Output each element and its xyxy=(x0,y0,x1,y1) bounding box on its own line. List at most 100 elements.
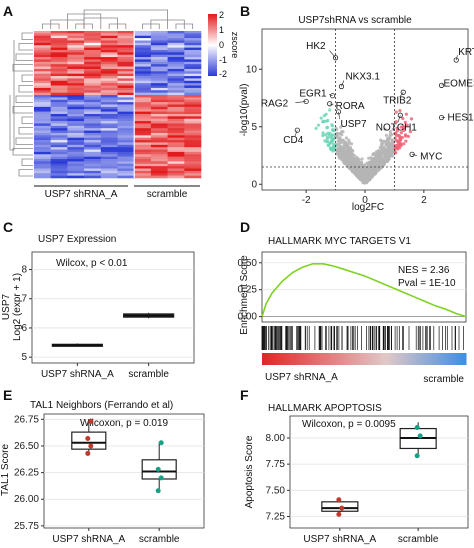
heatmap-cell xyxy=(167,175,185,179)
volcano-point xyxy=(341,138,345,142)
heatmap-cell xyxy=(67,170,85,174)
heatmap-cell xyxy=(184,83,202,86)
heatmap-cell xyxy=(84,128,102,131)
rank-color-bar xyxy=(360,353,365,365)
heatmap-cell xyxy=(84,106,102,110)
heatmap-cell xyxy=(117,33,135,37)
volcano-point xyxy=(404,139,408,143)
rank-color-bar xyxy=(432,353,436,365)
volcano-point xyxy=(334,135,338,139)
heatmap-cell xyxy=(84,113,102,117)
heatmap-cell xyxy=(184,121,202,124)
volcano-point xyxy=(363,178,367,182)
heatmap-cell xyxy=(117,97,135,101)
heatmap-cell xyxy=(67,116,85,120)
heatmap-cell xyxy=(150,47,168,51)
heatmap-cell xyxy=(184,76,202,79)
heatmap-cell xyxy=(134,33,152,37)
heatmap-cell xyxy=(67,156,85,160)
heatmap-cell xyxy=(34,76,51,79)
volcano-point xyxy=(353,159,357,163)
y-tick-label: 7.50 xyxy=(266,485,286,496)
sample-point xyxy=(155,488,161,494)
heatmap-cell xyxy=(150,113,168,117)
volcano-point xyxy=(388,130,393,134)
heatmap-cell xyxy=(150,52,168,56)
gene-label-leader xyxy=(412,154,417,156)
heatmap-cell xyxy=(67,147,85,150)
heatmap-cell xyxy=(84,73,102,77)
rank-color-bar xyxy=(279,353,283,365)
gene-label: TRIB2 xyxy=(383,95,412,106)
heatmap-cell xyxy=(134,57,152,60)
heatmap-cell xyxy=(34,116,51,120)
rank-color-bar xyxy=(408,353,413,365)
heatmap-cell xyxy=(84,135,102,138)
heatmap-cell xyxy=(167,128,185,131)
rank-color-bar xyxy=(377,353,382,365)
heatmap-cell xyxy=(84,76,102,79)
gene-highlight xyxy=(294,127,300,133)
heatmap-cell xyxy=(67,95,85,98)
heatmap-cell xyxy=(67,52,85,56)
volcano-point xyxy=(375,160,379,164)
dendrogram-branch xyxy=(18,127,33,135)
heatmap-cell xyxy=(67,102,85,105)
heatmap-cell xyxy=(117,161,135,165)
rank-color-bar xyxy=(384,353,389,365)
heatmap-cell xyxy=(117,76,135,79)
heatmap-cell xyxy=(67,61,85,65)
heatmap-cell xyxy=(167,97,185,101)
heatmap-cell xyxy=(67,38,85,41)
volcano-point xyxy=(374,154,378,159)
heatmap-cell xyxy=(100,49,118,53)
heatmap-cell xyxy=(167,68,185,72)
heatmap-cell xyxy=(134,135,152,138)
heatmap-cell xyxy=(67,87,85,91)
gene-label: NKX3.1 xyxy=(345,72,380,83)
volcano-point xyxy=(348,164,353,168)
volcano-point xyxy=(405,123,409,127)
heatmap-cell xyxy=(34,137,51,141)
heatmap-cell xyxy=(84,42,102,46)
heatmap-cell xyxy=(167,40,185,44)
gene-label: USP7 xyxy=(341,119,368,130)
heatmap-cell xyxy=(67,64,85,67)
heatmap-cell xyxy=(167,159,185,162)
heatmap-cell xyxy=(67,71,85,74)
heatmap-cell xyxy=(100,97,118,101)
heatmap-cell xyxy=(34,128,51,131)
heatmap-cell xyxy=(50,73,68,77)
heatmap-cell xyxy=(84,151,102,155)
heatmap-cell xyxy=(184,137,202,141)
heatmap-cell xyxy=(117,73,135,77)
volcano-point xyxy=(402,125,406,129)
heatmap-cell xyxy=(134,142,152,146)
heatmap-cell xyxy=(117,104,135,108)
heatmap-cell xyxy=(167,166,185,169)
rank-color-bar xyxy=(272,353,277,365)
sample-point xyxy=(88,443,94,449)
rank-color-bar xyxy=(316,353,321,365)
e-gridlines xyxy=(44,418,204,527)
heatmap-cell xyxy=(150,33,168,37)
heatmap-cell xyxy=(100,156,118,160)
heatmap-cell xyxy=(184,61,202,65)
volcano-point xyxy=(343,158,347,162)
heatmap-cell xyxy=(150,31,168,34)
volcano-point xyxy=(337,139,342,143)
heatmap-cell xyxy=(67,57,85,60)
volcano-point xyxy=(382,139,386,143)
rank-color-bar xyxy=(282,353,287,365)
heatmap-cell xyxy=(84,80,102,84)
heatmap-cell xyxy=(134,76,152,79)
heatmap-cell xyxy=(50,116,68,120)
volcano-point xyxy=(398,134,402,138)
heatmap-cell xyxy=(100,147,118,150)
gene-highlight xyxy=(400,89,406,95)
volcano-point xyxy=(326,118,330,123)
heatmap-cell xyxy=(134,111,152,115)
heatmap-cell xyxy=(34,78,51,82)
heatmap-cell xyxy=(84,149,102,153)
heatmap-cell xyxy=(34,140,51,143)
